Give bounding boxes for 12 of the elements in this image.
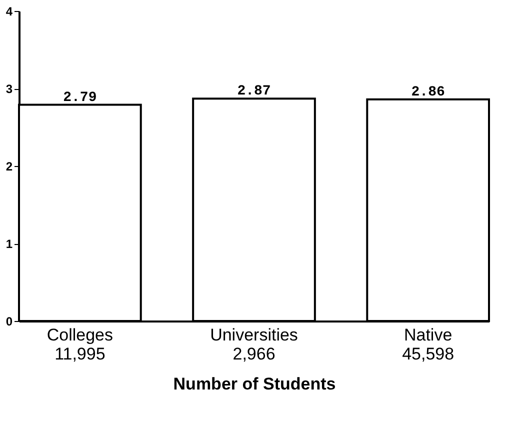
y-tick-label: 1 [6, 237, 13, 251]
data-label: 2.79 [63, 90, 97, 106]
x-tick-label: Native 45,598 [402, 326, 454, 364]
y-tick-label: 4 [6, 4, 13, 18]
data-label: 2.86 [411, 84, 445, 100]
x-axis-title: Number of Students [173, 374, 336, 394]
y-tick-label: 0 [6, 314, 13, 328]
x-tick-label: Colleges 11,995 [46, 326, 114, 364]
y-tick-label: 3 [6, 82, 13, 96]
y-tick-label: 2 [6, 160, 13, 174]
x-tick-label: Universities 2,966 [210, 326, 298, 364]
data-label: 2.87 [237, 84, 271, 100]
